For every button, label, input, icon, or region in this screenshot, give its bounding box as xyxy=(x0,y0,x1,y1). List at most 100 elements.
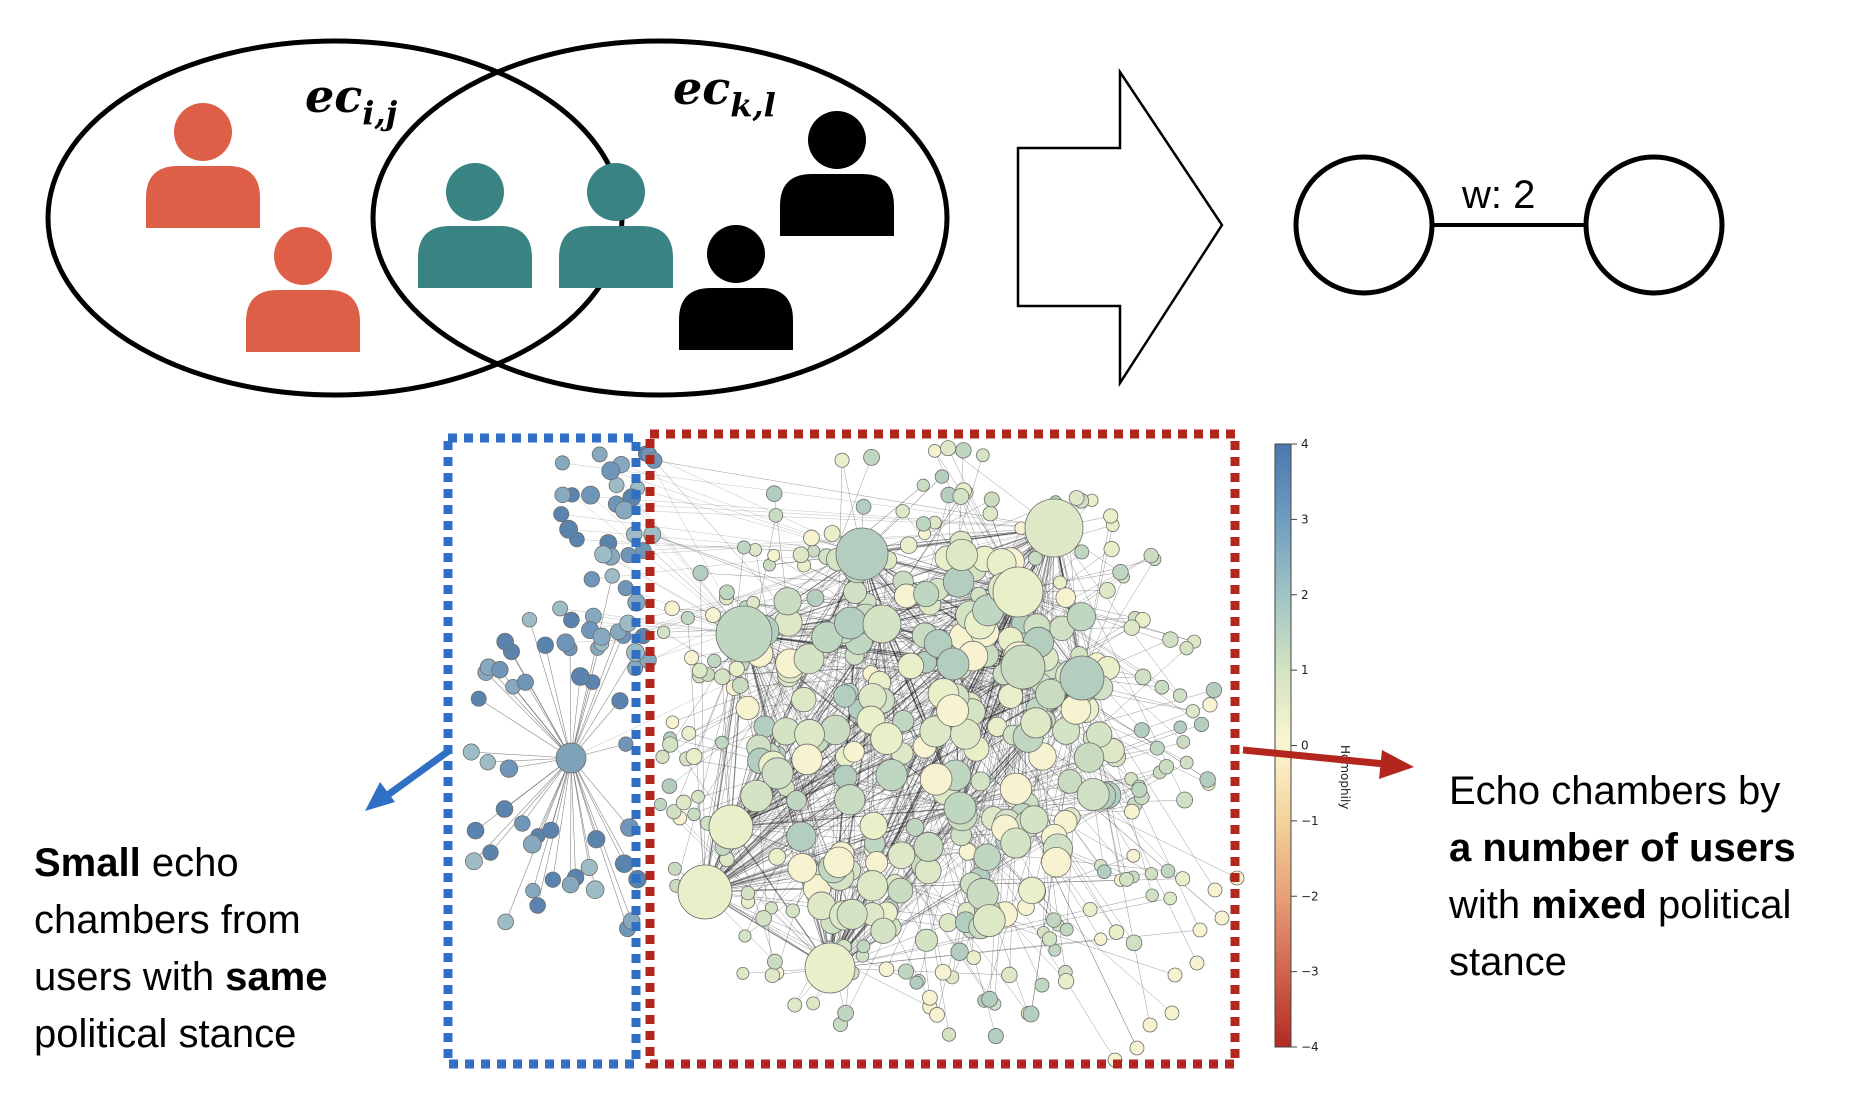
network-node xyxy=(856,870,888,902)
network-node xyxy=(806,589,825,607)
network-node xyxy=(495,800,514,818)
venn-diagram: eci,j eck,l xyxy=(45,38,950,398)
network-node xyxy=(862,604,902,644)
network-node xyxy=(820,714,851,746)
network-node xyxy=(687,807,701,822)
network-node xyxy=(1058,973,1075,990)
network-node xyxy=(913,831,944,862)
colorbar-gradient xyxy=(1274,443,1292,1048)
network-node xyxy=(768,508,784,523)
right-caption-line3: with mixed political xyxy=(1449,883,1792,927)
homophily-colorbar: 4 3 2 1 0 −1 −2 −3 −4 Homophily xyxy=(1274,437,1352,1054)
network-node xyxy=(803,529,820,547)
network-node xyxy=(823,846,855,878)
network-node xyxy=(1119,872,1134,887)
network-node xyxy=(863,449,880,466)
network-node xyxy=(945,538,978,572)
network-node xyxy=(792,546,810,564)
network-node xyxy=(1145,888,1159,902)
network-node xyxy=(898,963,914,980)
network-node xyxy=(909,975,924,990)
network-node xyxy=(614,854,634,873)
colorbar-tick-label: −2 xyxy=(1301,889,1319,903)
network-node xyxy=(859,811,888,840)
network-node xyxy=(497,913,514,931)
network-node xyxy=(482,844,499,861)
network-node xyxy=(1103,508,1119,524)
network-node xyxy=(462,743,480,761)
network-node xyxy=(1082,901,1098,917)
network-node xyxy=(479,754,496,771)
network-node xyxy=(1189,955,1205,971)
network-node xyxy=(664,600,680,617)
network-node xyxy=(499,759,519,778)
network-node xyxy=(715,735,729,750)
network-node xyxy=(1041,931,1058,947)
network-node xyxy=(1199,771,1216,788)
echo-chamber-label-ij: eci,j xyxy=(305,69,398,132)
network-node xyxy=(552,600,569,617)
network-node xyxy=(952,488,970,505)
network-node xyxy=(865,851,889,875)
network-node xyxy=(516,673,534,691)
network-node xyxy=(496,632,514,651)
network-node xyxy=(536,636,554,654)
network-node xyxy=(1024,498,1084,558)
weighted-edge-graph: w: 2 xyxy=(1293,154,1725,296)
colorbar-tick-label: 2 xyxy=(1301,588,1309,602)
network-node xyxy=(1099,582,1116,599)
network-node xyxy=(913,581,940,608)
network-node xyxy=(768,848,786,866)
network-nodes xyxy=(462,440,1245,1068)
network-node xyxy=(559,519,579,539)
network-node xyxy=(692,565,709,582)
network-node xyxy=(767,953,783,970)
network-node xyxy=(983,491,1000,508)
network-node xyxy=(1176,791,1194,809)
network-node xyxy=(895,504,910,519)
network-node xyxy=(786,821,817,852)
network-node xyxy=(731,676,749,694)
network-node xyxy=(892,710,915,733)
network-node xyxy=(928,444,942,458)
network-node xyxy=(941,1027,957,1042)
left-caption: Small echo chambers from users with same… xyxy=(34,835,327,1063)
edge-weight-label: w: 2 xyxy=(1461,173,1535,217)
network-node xyxy=(897,652,925,680)
network-node xyxy=(773,587,802,616)
network-node xyxy=(1129,1040,1145,1056)
network-node xyxy=(615,500,634,520)
network-node xyxy=(1172,688,1188,703)
user-icon xyxy=(146,103,260,228)
network-node xyxy=(1066,602,1096,632)
network-node xyxy=(843,740,865,763)
network-node xyxy=(938,913,958,933)
network-node xyxy=(942,566,975,598)
network-node xyxy=(611,692,629,710)
network-node xyxy=(1185,704,1200,719)
network-node xyxy=(1179,641,1194,656)
network-node xyxy=(677,864,733,920)
network-node xyxy=(887,877,914,904)
network-node xyxy=(1134,668,1152,686)
network-node xyxy=(987,1028,1004,1045)
network-node xyxy=(878,961,895,977)
network-node xyxy=(1035,678,1066,710)
network-node xyxy=(1059,655,1105,701)
network-node xyxy=(753,715,776,738)
user-icon xyxy=(418,163,532,288)
network-node xyxy=(555,742,587,774)
network-node xyxy=(1073,742,1105,773)
network-node xyxy=(1108,924,1125,940)
network-node xyxy=(1019,805,1049,835)
network-node xyxy=(740,779,773,813)
network-node xyxy=(875,758,908,792)
network-node xyxy=(1167,967,1183,983)
network-node xyxy=(675,794,692,811)
network-node xyxy=(787,853,818,883)
network-node xyxy=(786,790,807,811)
network-node xyxy=(1207,882,1223,898)
network-node xyxy=(1001,966,1018,984)
network-node xyxy=(914,928,938,952)
colorbar-tick-label: 4 xyxy=(1301,437,1309,451)
